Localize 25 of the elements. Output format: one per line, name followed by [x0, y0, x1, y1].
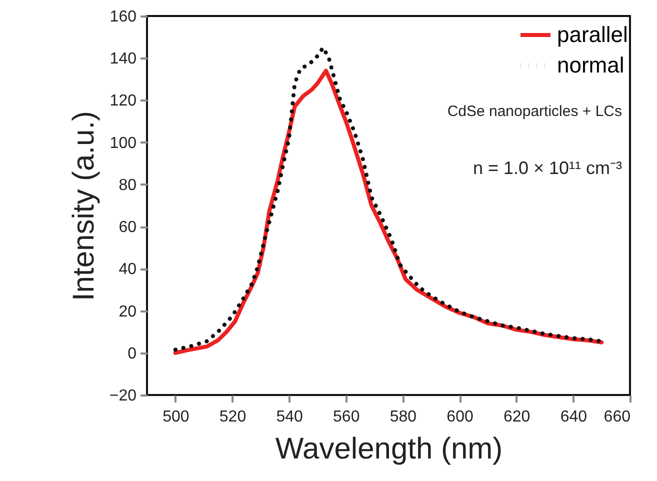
- x-tick-label: 520: [219, 408, 246, 426]
- annotation: CdSe nanoparticles + LCs: [447, 103, 622, 120]
- x-tick-label: 660: [604, 408, 631, 426]
- y-tick-label: 160: [110, 8, 137, 26]
- legend-label: parallel: [557, 22, 628, 47]
- legend-label: normal: [557, 52, 624, 78]
- y-tick-label: 100: [110, 134, 137, 152]
- y-tick-label: 40: [118, 261, 137, 278]
- y-tick-label: 60: [118, 219, 137, 236]
- x-tick-label: 500: [162, 408, 190, 426]
- x-tick-label: 540: [276, 408, 304, 426]
- y-tick-label: 140: [110, 50, 137, 68]
- x-tick-label: 560: [333, 408, 360, 426]
- x-tick-label: 640: [560, 408, 588, 426]
- y-tick-label: −20: [109, 388, 137, 404]
- x-tick-label: 580: [390, 408, 417, 426]
- y-tick-label: 80: [118, 176, 137, 194]
- x-tick-label: 600: [446, 408, 474, 426]
- y-tick-label: 120: [110, 92, 137, 110]
- y-tick-label: 20: [118, 303, 137, 320]
- x-axis-title: Wavelength (nm): [275, 432, 503, 466]
- x-tick-label: 620: [504, 408, 530, 426]
- annotation: n = 1.0 × 10¹¹ cm⁻³: [472, 158, 622, 178]
- y-tick-label: 0: [128, 345, 137, 362]
- y-axis-title: Intensity (a.u.): [67, 110, 100, 302]
